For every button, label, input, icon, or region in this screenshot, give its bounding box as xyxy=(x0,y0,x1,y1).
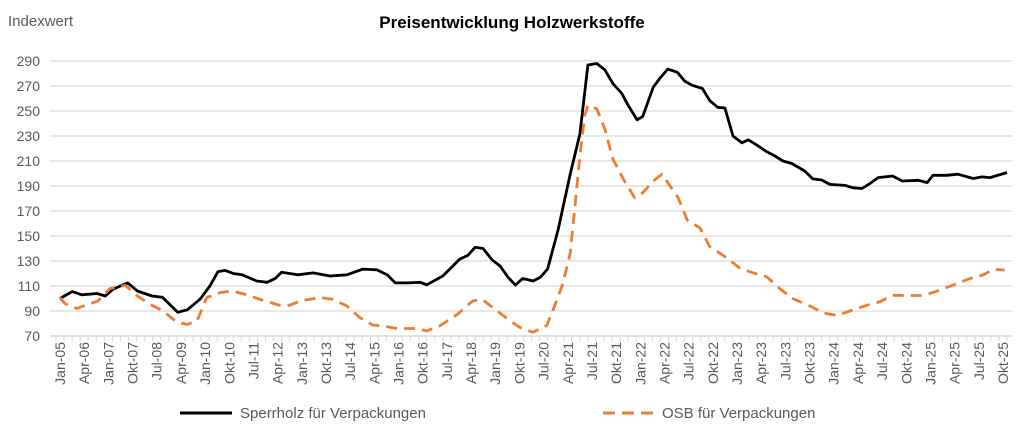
x-tick-label: Okt-07 xyxy=(125,342,141,384)
y-tick-label: 150 xyxy=(17,228,41,244)
x-tick-label: Jul-20 xyxy=(536,342,552,380)
x-tick-label: Apr-22 xyxy=(656,342,672,384)
x-tick-label: Okt-24 xyxy=(898,342,914,384)
series-line-osb xyxy=(58,104,1005,334)
x-tick-label: Apr-18 xyxy=(463,342,479,384)
x-tick-label: Apr-06 xyxy=(76,342,92,384)
x-tick-label: Jan-23 xyxy=(729,342,745,385)
x-tick-label: Jul-21 xyxy=(584,342,600,380)
legend: Sperrholz für Verpackungen OSB für Verpa… xyxy=(180,405,815,422)
y-tick-label: 110 xyxy=(18,278,41,294)
x-tick-label: Jan-13 xyxy=(294,342,310,385)
x-tick-label: Okt-19 xyxy=(511,342,527,384)
x-tick-label: Okt-22 xyxy=(705,342,721,384)
x-tick-label: Apr-15 xyxy=(366,342,382,384)
x-tick-label: Jan-16 xyxy=(391,342,407,385)
y-axis-title: Indexwert xyxy=(8,13,74,30)
y-tick-label: 130 xyxy=(17,253,41,269)
y-tick-label: 290 xyxy=(17,53,41,69)
x-tick-label: Jul-22 xyxy=(681,342,697,380)
chart-title: Preisentwicklung Holzwerkstoffe xyxy=(379,13,644,32)
y-tick-label: 210 xyxy=(17,153,41,169)
x-tick-label: Jul-25 xyxy=(971,342,987,380)
x-tick-label: Jan-07 xyxy=(100,342,116,385)
x-axis: Jan-05 Apr-06 Jan-07 Okt-07 Jul-08 Apr-09 Jan-… xyxy=(50,335,1012,385)
y-tick-label: 190 xyxy=(17,178,41,194)
series-line-sperrholz xyxy=(59,62,1008,314)
x-tick-label: Jul-14 xyxy=(342,342,358,380)
x-tick-label: Apr-23 xyxy=(753,342,769,384)
x-tick-label: Jul-11 xyxy=(245,342,261,379)
x-tick-label: Jul-17 xyxy=(439,342,455,380)
x-tick-label: Okt-23 xyxy=(802,342,818,384)
x-tick-label: Apr-09 xyxy=(173,342,189,384)
x-tick-label: Jul-23 xyxy=(777,342,793,380)
y-tick-label: 90 xyxy=(24,303,40,319)
x-tick-label: Jul-08 xyxy=(149,342,165,380)
y-tick-label: 250 xyxy=(17,103,41,119)
x-tick-label: Jul-24 xyxy=(874,342,890,380)
legend-label-sperrholz: Sperrholz für Verpackungen xyxy=(240,405,426,422)
x-tick-label: Jan-22 xyxy=(632,342,648,385)
y-tick-label: 170 xyxy=(17,203,41,219)
x-tick-label: Jan-05 xyxy=(52,342,68,385)
x-tick-label: Jan-10 xyxy=(197,342,213,385)
x-tick-label: Apr-21 xyxy=(560,342,576,384)
x-tick-label: Okt-16 xyxy=(415,342,431,384)
series-lines xyxy=(58,62,1008,334)
x-tick-label: Jan-19 xyxy=(487,342,503,385)
x-tick-label: Apr-25 xyxy=(947,342,963,384)
x-tick-label: Okt-10 xyxy=(221,342,237,384)
x-tick-label: Okt-25 xyxy=(995,342,1011,384)
y-tick-label: 270 xyxy=(17,78,41,94)
x-tick-label: Jan-24 xyxy=(826,342,842,385)
y-tick-labels: 70 90 110 130 150 170 190 210 230 250 270 290 xyxy=(17,53,41,344)
x-tick-label: Jan-25 xyxy=(922,342,938,385)
x-tick-label: Apr-12 xyxy=(270,342,286,384)
legend-label-osb: OSB für Verpackungen xyxy=(662,405,815,422)
x-tick-label: Okt-21 xyxy=(608,342,624,384)
x-tick-label: Apr-24 xyxy=(850,342,866,384)
y-tick-label: 230 xyxy=(17,128,41,144)
x-tick-label: Okt-13 xyxy=(318,342,334,384)
y-tick-label: 70 xyxy=(24,328,40,344)
